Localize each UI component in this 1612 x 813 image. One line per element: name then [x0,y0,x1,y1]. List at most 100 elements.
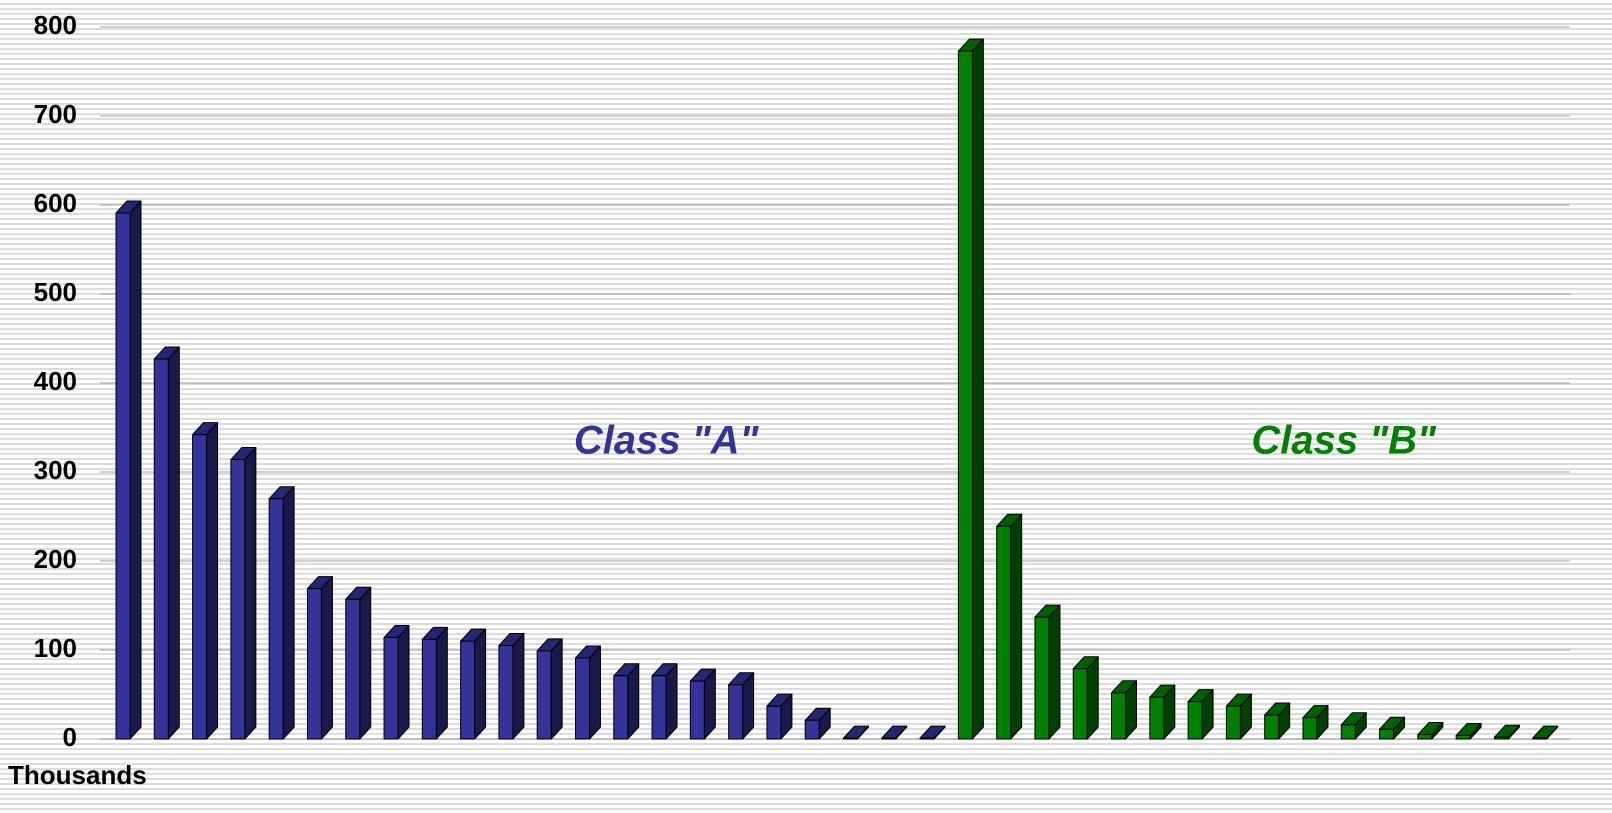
bar-top-shade [154,346,180,359]
bar [192,422,219,740]
bar-front [804,719,820,740]
bar-side-shade [589,646,601,739]
bar-side-shade [398,625,410,739]
bar-front [843,737,858,740]
bar-front [460,640,476,740]
bar [345,586,372,740]
bar-side-shade [1163,685,1175,739]
bar-side-shade [551,638,563,739]
bar-side-shade [1470,723,1482,739]
bar [1149,684,1176,740]
bar [498,633,525,740]
bar-front [268,498,284,740]
bar-top-shade [422,627,448,640]
bar-front [1455,734,1471,740]
bar-top-shade [116,201,141,214]
bar [919,725,946,740]
bar-side-shade [819,708,831,739]
bar-front [1264,714,1280,740]
bar-top-shade [384,625,410,638]
bar-front [230,459,246,740]
bar-side-shade [742,672,754,739]
y-tick-label: 800 [34,10,77,40]
bar-front [345,598,361,740]
bar-front [306,588,322,740]
bar-top-shade [1111,680,1137,693]
bar-front [996,525,1012,740]
bar-top-shade [613,663,639,676]
bar [843,725,869,740]
bar [574,645,601,740]
y-tick-label: 300 [34,455,77,485]
bar-top-shade [1341,712,1367,725]
bar-front [919,737,935,740]
bar-front [881,737,897,740]
bar-top-shade [192,422,218,435]
bar-side-shade [1202,689,1214,739]
bar-side-shade [321,576,333,739]
bar-side-shade [1431,722,1443,739]
bar-top-shade [996,514,1022,527]
bar-front [1302,717,1318,740]
bar [766,693,793,740]
bar-front [115,212,131,740]
y-tick-label: 400 [34,366,77,396]
bar [421,626,448,740]
bar-top-shade [498,633,524,646]
y-tick-label: 100 [34,633,77,663]
bar-top-shade [230,447,256,460]
y-tick-label: 500 [34,277,77,307]
bar [1417,722,1444,740]
bar [383,625,410,740]
bar-side-shade [704,669,716,739]
bar [1302,705,1329,740]
bar-front [192,434,208,740]
bar-top-shade [1149,685,1175,698]
bar-side-shade [1393,717,1405,739]
annotation: Class "A" [574,419,760,463]
bar-side-shade [1010,514,1022,739]
bar-side-shade [780,694,792,739]
bar-side-shade [244,447,256,739]
bar-front [651,675,667,740]
bar [957,38,984,740]
bar [804,707,831,740]
bar-front [766,705,782,740]
bar-front [383,637,399,740]
bar-top-shade [537,638,563,651]
bar-top-shade [1302,705,1328,718]
bar-top-shade [920,726,946,739]
y-tick-label: 0 [63,722,77,752]
bar [651,663,678,740]
bar [536,638,563,740]
bar [689,668,716,740]
bar-front [1072,668,1088,740]
bar-top-shade [1417,722,1443,735]
bar-top-shade [766,694,792,707]
bar [1493,724,1520,740]
bar-top-shade [958,39,984,52]
bar-front [1340,724,1356,740]
bar [1340,712,1367,740]
bar [306,576,333,740]
bar-top-shade [881,726,907,739]
bar-front [498,645,514,740]
bar [1072,656,1099,740]
bar-side-shade [206,422,218,739]
bar-side-shade [1316,705,1328,739]
bar-side-shade [474,629,486,739]
bar-side-shade [436,627,448,739]
bar-front [1532,737,1548,740]
bar-top-shade [728,672,754,685]
bar-side-shade [972,39,984,739]
bar [230,447,257,740]
bar-side-shade [512,633,524,739]
bar-top-shade [1264,702,1290,715]
bar-top-shade [652,663,678,676]
bar [1379,716,1406,740]
bar-side-shade [627,663,639,739]
bar [1187,689,1214,740]
bar-front [536,650,552,740]
